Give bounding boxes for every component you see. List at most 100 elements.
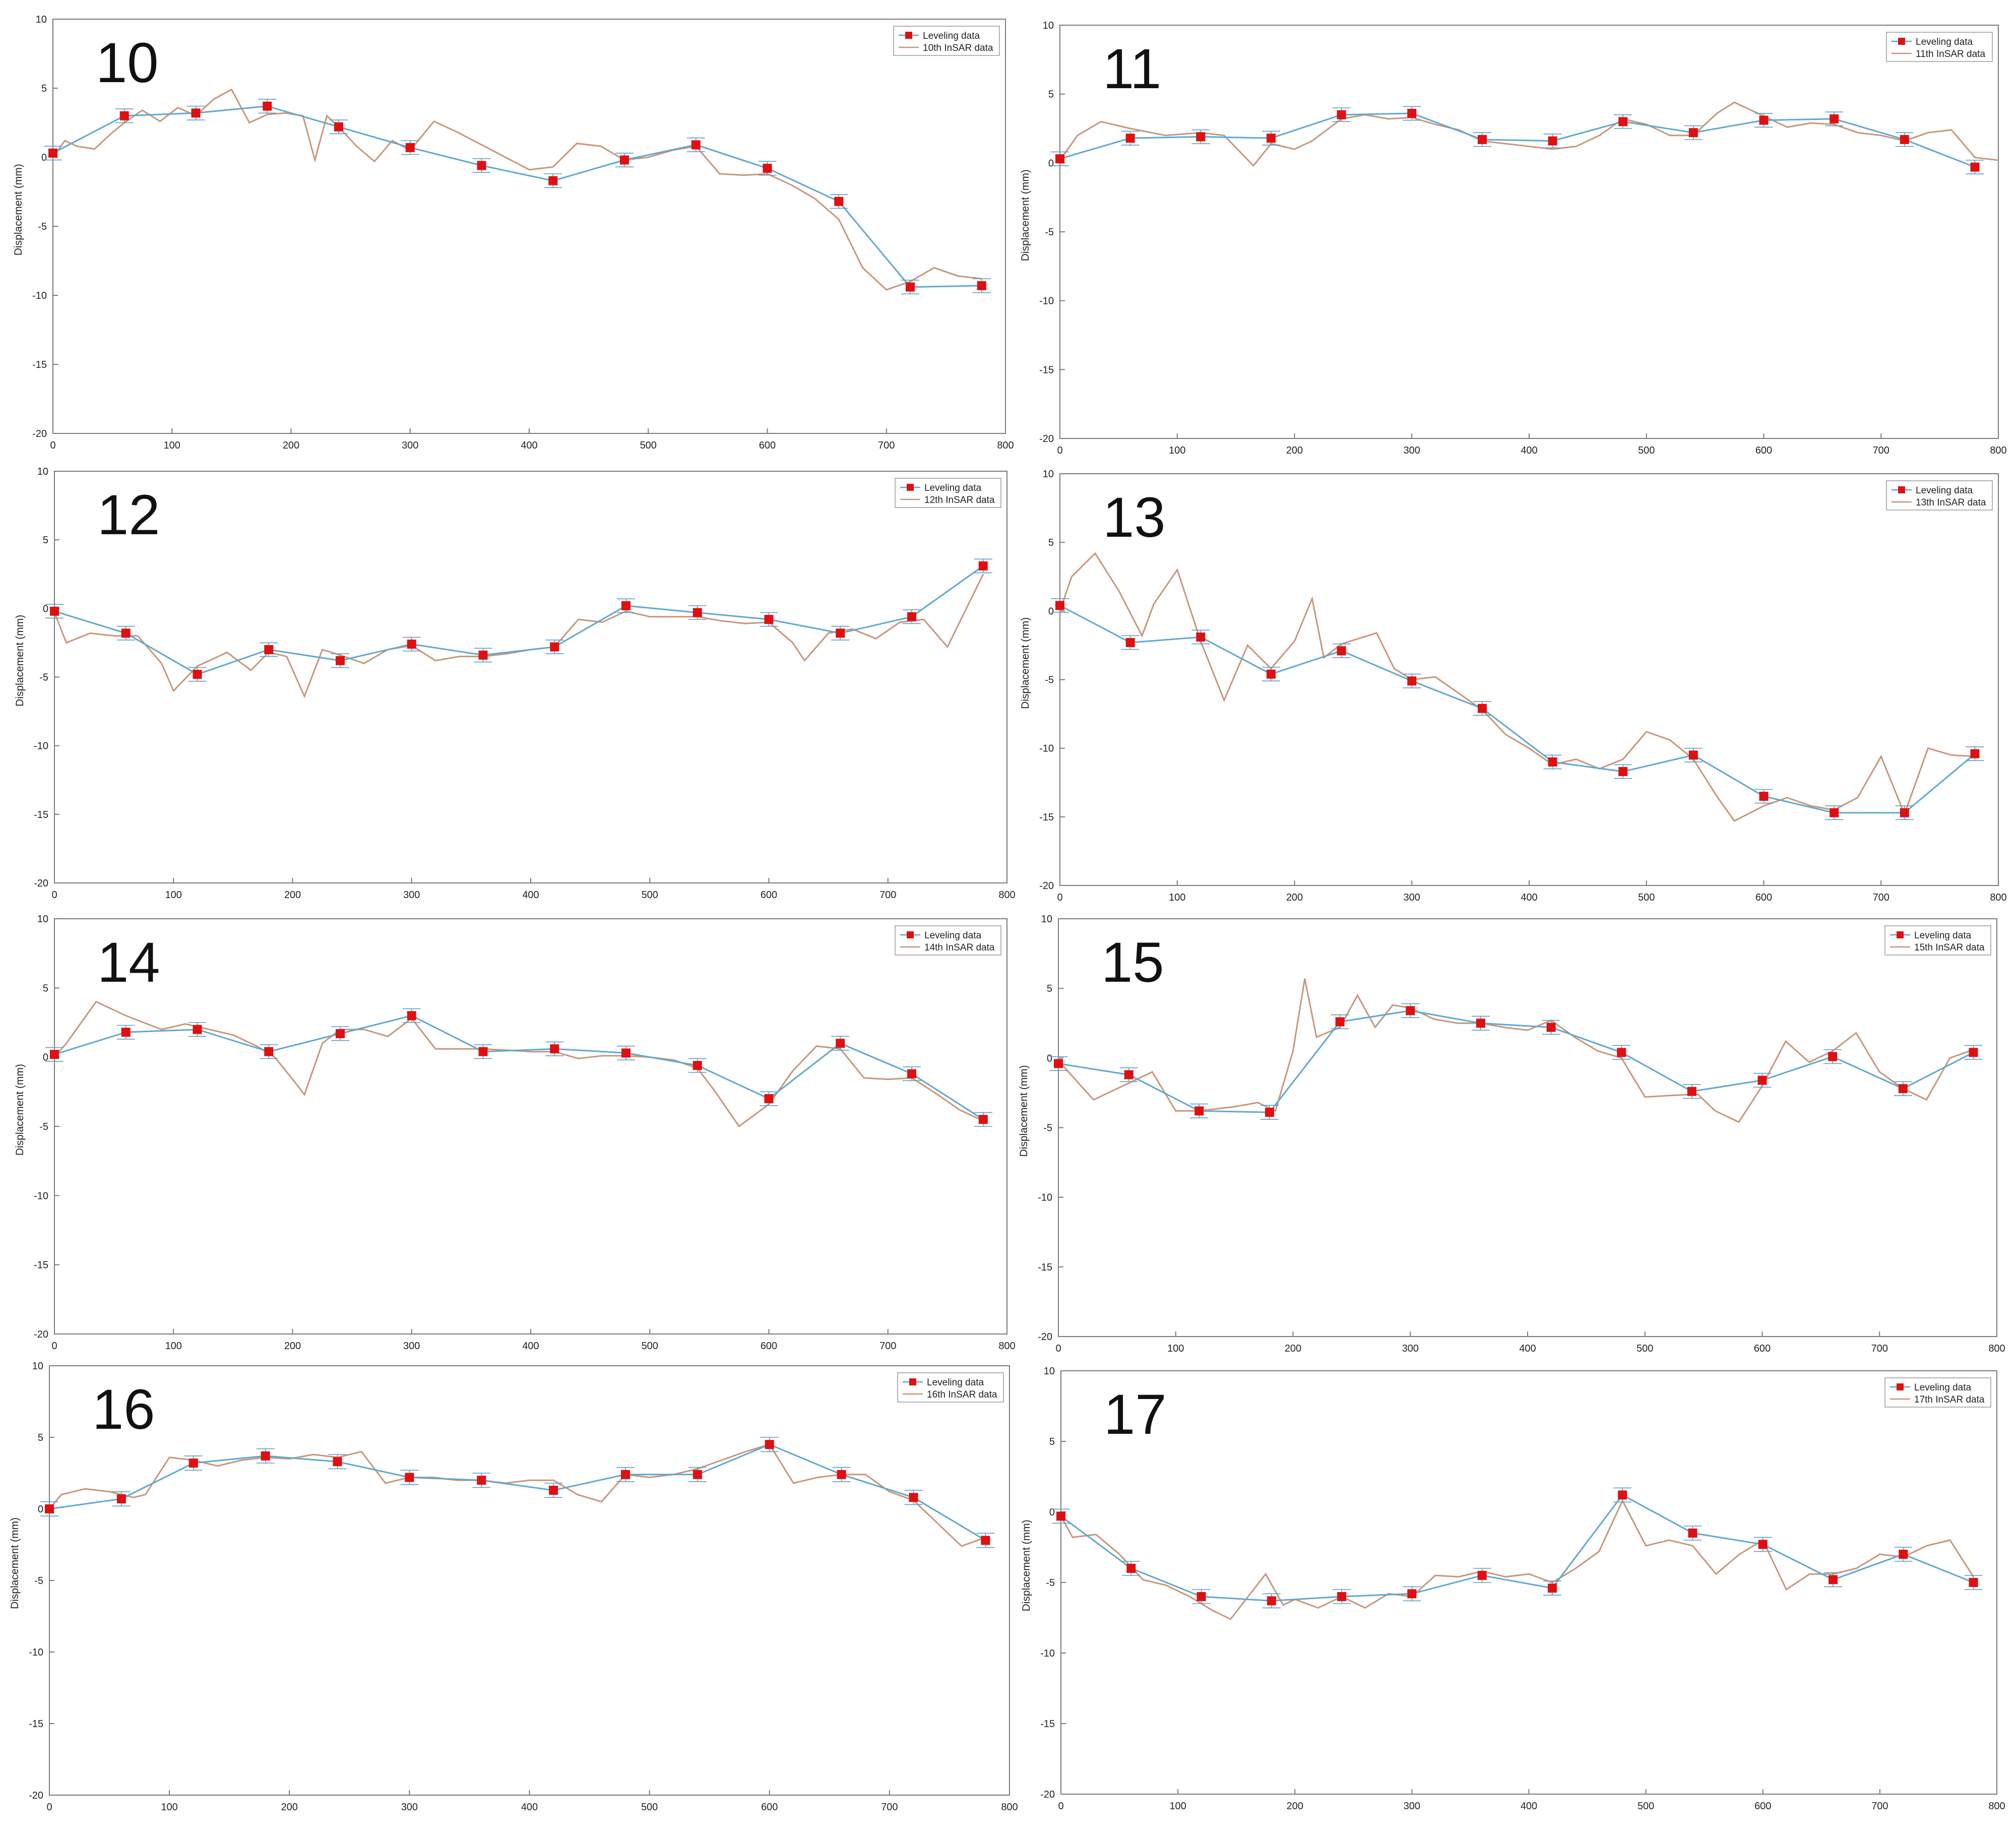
insar-series-line bbox=[1057, 978, 1974, 1123]
panel-number: 15 bbox=[1101, 931, 1164, 994]
legend-entry-insar: 12th InSAR data bbox=[900, 495, 995, 505]
chart-svg: 0 100 200 300 400 500 600 700 800 10 5 0 -5 -10 -15 -20… bbox=[14, 914, 1016, 1352]
x-tick-label: 100 bbox=[165, 1341, 182, 1352]
x-tick-label: 700 bbox=[879, 1341, 896, 1352]
x-tick-label: 500 bbox=[1638, 445, 1655, 456]
x-tick-label: 600 bbox=[1754, 1801, 1771, 1812]
leveling-point bbox=[474, 1044, 492, 1059]
y-tick-label: -20 bbox=[34, 1329, 48, 1340]
x-tick-label: 0 bbox=[1057, 892, 1062, 903]
plot-frame bbox=[1059, 473, 1999, 886]
leveling-point bbox=[260, 642, 278, 657]
y-tick-label: -5 bbox=[1045, 675, 1054, 686]
leveling-point bbox=[1682, 1084, 1701, 1099]
x-tick-label: 500 bbox=[1637, 1801, 1654, 1812]
leveling-point bbox=[1401, 1003, 1420, 1018]
x-tick-label: 200 bbox=[1285, 1343, 1301, 1354]
y-tick-label: 5 bbox=[43, 983, 48, 994]
leveling-point bbox=[1543, 1580, 1561, 1596]
x-tick-label: 300 bbox=[401, 1802, 418, 1813]
y-tick-label: -20 bbox=[29, 1790, 43, 1801]
leveling-point bbox=[328, 1454, 347, 1470]
x-tick-label: 700 bbox=[1873, 445, 1889, 456]
leveling-point bbox=[1753, 1072, 1772, 1088]
leveling-point bbox=[188, 667, 207, 682]
y-tick-label: -10 bbox=[29, 1647, 43, 1658]
svg-text:Leveling data: Leveling data bbox=[1914, 930, 1971, 941]
legend-entry-insar: 16th InSAR data bbox=[903, 1389, 997, 1400]
chart-svg: 0 100 200 300 400 500 600 700 800 10 5 0 -5 -10 -15 -20… bbox=[1020, 20, 2007, 456]
x-tick-label: 200 bbox=[1287, 1801, 1303, 1812]
leveling-point bbox=[1684, 125, 1703, 140]
legend: Leveling data 12th InSAR data bbox=[895, 478, 1001, 508]
legend-entry-insar: 13th InSAR data bbox=[1892, 497, 1986, 508]
leveling-point bbox=[974, 558, 992, 574]
leveling-point bbox=[401, 140, 419, 155]
x-tick-label: 800 bbox=[998, 890, 1015, 901]
chart-panel-15: 0 100 200 300 400 500 600 700 800 10 5 0 -5 -10 -15 -20… bbox=[1008, 909, 2005, 1362]
panel-number: 10 bbox=[96, 31, 159, 94]
svg-text:Leveling data: Leveling data bbox=[923, 31, 980, 41]
leveling-series-line bbox=[54, 565, 984, 675]
x-tick-label: 100 bbox=[1169, 892, 1185, 903]
leveling-point bbox=[112, 1491, 131, 1507]
chart-svg: 0 100 200 300 400 500 600 700 800 10 5 0 -5 -10 -15 -20… bbox=[1020, 469, 2007, 903]
leveling-point bbox=[1683, 1526, 1702, 1541]
leveling-point bbox=[1260, 1105, 1279, 1120]
leveling-point bbox=[974, 1112, 992, 1127]
x-tick-label: 300 bbox=[1402, 1343, 1419, 1354]
x-tick-label: 700 bbox=[1871, 1343, 1888, 1354]
x-tick-label: 100 bbox=[165, 890, 182, 901]
svg-text:Leveling data: Leveling data bbox=[1914, 1382, 1971, 1393]
x-tick-label: 200 bbox=[284, 1341, 301, 1352]
leveling-point bbox=[1262, 1593, 1281, 1609]
x-tick-label: 800 bbox=[1990, 892, 2006, 903]
y-tick-label: -15 bbox=[1039, 364, 1054, 375]
x-tick-label: 600 bbox=[759, 440, 776, 451]
svg-text:Leveling data: Leveling data bbox=[924, 930, 981, 941]
y-tick-label: 5 bbox=[38, 1432, 43, 1443]
y-axis-label: Displacement (mm) bbox=[1018, 1065, 1030, 1157]
svg-text:14th InSAR data: 14th InSAR data bbox=[924, 942, 995, 953]
y-tick-label: 10 bbox=[1043, 469, 1054, 480]
y-tick-label: -5 bbox=[34, 1575, 43, 1587]
leveling-point bbox=[831, 625, 850, 641]
chart-panel-12: 0 100 200 300 400 500 600 700 800 10 5 0 -5 -10 -15 -20… bbox=[4, 461, 1016, 908]
leveling-point bbox=[544, 1483, 563, 1498]
leveling-point bbox=[1192, 1589, 1211, 1604]
leveling-point bbox=[472, 158, 491, 173]
y-axis-label: Displacement (mm) bbox=[14, 1064, 26, 1156]
leveling-point bbox=[256, 1448, 275, 1464]
leveling-point bbox=[688, 1058, 707, 1073]
y-tick-label: 10 bbox=[1044, 1366, 1055, 1377]
svg-text:10th InSAR data: 10th InSAR data bbox=[923, 43, 993, 53]
y-tick-label: -20 bbox=[1040, 1789, 1055, 1800]
y-tick-label: 10 bbox=[36, 14, 47, 25]
y-tick-label: -15 bbox=[1038, 1262, 1052, 1273]
x-tick-label: 800 bbox=[1001, 1802, 1018, 1813]
x-tick-label: 500 bbox=[642, 1341, 658, 1352]
leveling-series-line bbox=[1058, 1009, 1974, 1113]
plot-frame bbox=[54, 918, 1007, 1335]
leveling-point bbox=[400, 1470, 419, 1485]
x-tick-label: 600 bbox=[761, 1802, 778, 1813]
y-tick-label: -10 bbox=[34, 741, 48, 752]
y-tick-label: -15 bbox=[1040, 1719, 1055, 1730]
y-tick-label: -15 bbox=[29, 1719, 43, 1730]
legend-entry-insar: 10th InSAR data bbox=[899, 43, 993, 53]
panel-number: 11 bbox=[1103, 37, 1161, 100]
y-tick-label: -10 bbox=[1039, 296, 1054, 307]
y-tick-label: -10 bbox=[1039, 743, 1054, 754]
leveling-point bbox=[1614, 764, 1632, 779]
leveling-point bbox=[1122, 1561, 1141, 1576]
x-tick-label: 400 bbox=[522, 890, 539, 901]
x-tick-label: 700 bbox=[881, 1802, 898, 1813]
y-axis-label: Displacement (mm) bbox=[1021, 1519, 1032, 1611]
leveling-point bbox=[1473, 1568, 1491, 1583]
leveling-point bbox=[1473, 701, 1491, 716]
legend-entry-insar: 15th InSAR data bbox=[1890, 942, 1985, 953]
leveling-point bbox=[1754, 789, 1773, 804]
y-tick-label: 0 bbox=[38, 1504, 43, 1515]
x-tick-label: 100 bbox=[1169, 445, 1185, 456]
